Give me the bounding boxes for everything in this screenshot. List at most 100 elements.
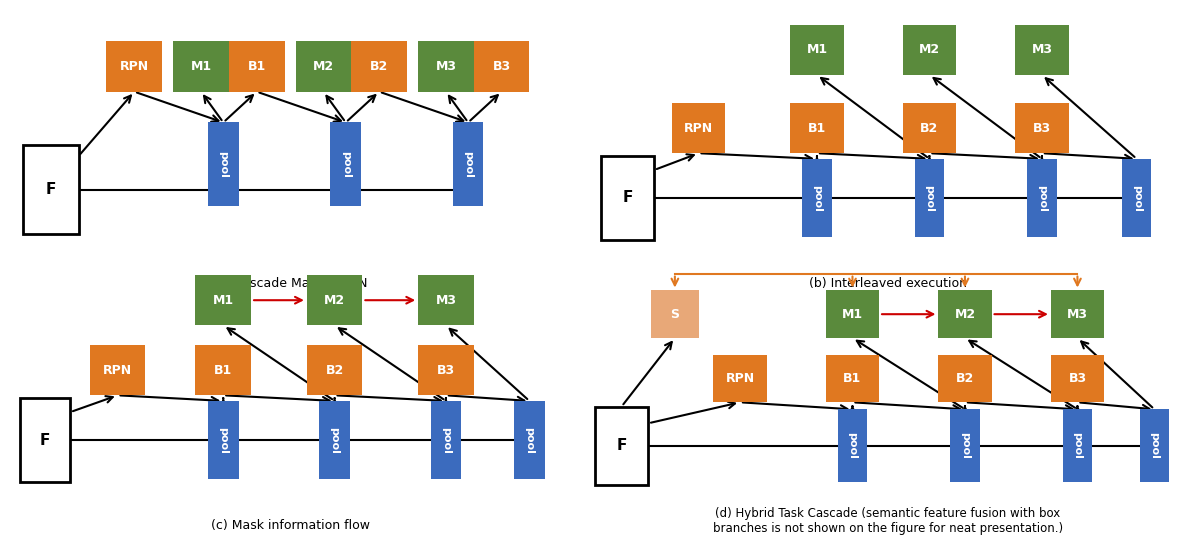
Text: M3: M3 <box>1031 43 1053 56</box>
FancyBboxPatch shape <box>1063 409 1093 482</box>
FancyBboxPatch shape <box>307 345 362 395</box>
FancyBboxPatch shape <box>1051 291 1103 338</box>
Text: B1: B1 <box>214 364 232 377</box>
FancyBboxPatch shape <box>431 401 462 479</box>
Text: pool: pool <box>440 427 451 454</box>
FancyBboxPatch shape <box>902 25 957 75</box>
FancyBboxPatch shape <box>915 159 945 237</box>
FancyBboxPatch shape <box>938 355 992 402</box>
FancyBboxPatch shape <box>826 355 879 402</box>
FancyBboxPatch shape <box>826 291 879 338</box>
FancyBboxPatch shape <box>474 41 529 91</box>
FancyBboxPatch shape <box>902 103 957 153</box>
Text: M2: M2 <box>313 60 334 73</box>
Text: M2: M2 <box>324 294 346 307</box>
Text: M1: M1 <box>213 294 234 307</box>
Text: B3: B3 <box>493 60 510 73</box>
FancyBboxPatch shape <box>601 156 654 240</box>
Text: B2: B2 <box>955 372 974 385</box>
Text: pool: pool <box>341 151 350 178</box>
Text: M3: M3 <box>436 60 456 73</box>
FancyBboxPatch shape <box>596 407 649 485</box>
FancyBboxPatch shape <box>514 401 545 479</box>
Text: pool: pool <box>218 151 229 178</box>
Text: F: F <box>617 438 626 453</box>
Text: (d) Hybrid Task Cascade (semantic feature fusion with box
branches is not shown : (d) Hybrid Task Cascade (semantic featur… <box>713 507 1063 535</box>
Text: pool: pool <box>463 151 474 178</box>
Text: B1: B1 <box>843 372 862 385</box>
Text: pool: pool <box>812 185 822 211</box>
FancyBboxPatch shape <box>1122 159 1152 237</box>
Text: pool: pool <box>1132 185 1141 211</box>
Text: RPN: RPN <box>726 372 754 385</box>
FancyBboxPatch shape <box>651 291 699 338</box>
FancyBboxPatch shape <box>1027 159 1057 237</box>
Text: pool: pool <box>218 427 229 454</box>
FancyBboxPatch shape <box>195 345 251 395</box>
Text: M1: M1 <box>191 60 212 73</box>
Text: B3: B3 <box>437 364 455 377</box>
Text: B2: B2 <box>369 60 388 73</box>
Text: RPN: RPN <box>120 60 149 73</box>
Text: B3: B3 <box>1032 122 1051 134</box>
FancyBboxPatch shape <box>803 159 831 237</box>
FancyBboxPatch shape <box>938 291 992 338</box>
Text: M3: M3 <box>1067 308 1088 321</box>
FancyBboxPatch shape <box>330 123 361 207</box>
FancyBboxPatch shape <box>791 25 843 75</box>
Text: M1: M1 <box>842 308 863 321</box>
Text: pool: pool <box>960 432 970 459</box>
Text: F: F <box>623 190 632 206</box>
FancyBboxPatch shape <box>296 41 352 91</box>
FancyBboxPatch shape <box>838 409 867 482</box>
FancyBboxPatch shape <box>307 275 362 325</box>
Text: F: F <box>40 433 51 448</box>
FancyBboxPatch shape <box>208 123 239 207</box>
Text: pool: pool <box>525 427 534 454</box>
Text: RPN: RPN <box>103 364 133 377</box>
Text: pool: pool <box>848 432 857 459</box>
Text: M3: M3 <box>436 294 456 307</box>
FancyBboxPatch shape <box>320 401 350 479</box>
FancyBboxPatch shape <box>1139 409 1169 482</box>
Text: B1: B1 <box>807 122 826 134</box>
FancyBboxPatch shape <box>791 103 843 153</box>
Text: RPN: RPN <box>684 122 713 134</box>
FancyBboxPatch shape <box>195 275 251 325</box>
FancyBboxPatch shape <box>418 345 474 395</box>
FancyBboxPatch shape <box>452 123 483 207</box>
Text: pool: pool <box>925 185 934 211</box>
Text: B2: B2 <box>920 122 939 134</box>
Text: (b) Interleaved execution: (b) Interleaved execution <box>809 277 967 291</box>
Text: S: S <box>670 308 680 321</box>
Text: (a) Cascade Mask R-CNN: (a) Cascade Mask R-CNN <box>212 277 368 291</box>
FancyBboxPatch shape <box>229 41 284 91</box>
FancyBboxPatch shape <box>22 145 78 235</box>
Text: F: F <box>46 182 56 197</box>
FancyBboxPatch shape <box>352 41 407 91</box>
Text: M2: M2 <box>919 43 940 56</box>
Text: pool: pool <box>1037 185 1047 211</box>
FancyBboxPatch shape <box>90 345 146 395</box>
Text: B1: B1 <box>247 60 266 73</box>
Text: pool: pool <box>1150 432 1159 459</box>
FancyBboxPatch shape <box>673 103 725 153</box>
FancyBboxPatch shape <box>1016 25 1068 75</box>
Text: pool: pool <box>329 427 340 454</box>
Text: M2: M2 <box>954 308 976 321</box>
Text: B2: B2 <box>326 364 343 377</box>
FancyBboxPatch shape <box>208 401 239 479</box>
Text: pool: pool <box>1073 432 1082 459</box>
Text: B3: B3 <box>1068 372 1087 385</box>
FancyBboxPatch shape <box>1051 355 1103 402</box>
FancyBboxPatch shape <box>107 41 162 91</box>
FancyBboxPatch shape <box>173 41 229 91</box>
Text: M1: M1 <box>806 43 828 56</box>
FancyBboxPatch shape <box>20 398 70 482</box>
FancyBboxPatch shape <box>950 409 980 482</box>
FancyBboxPatch shape <box>713 355 767 402</box>
FancyBboxPatch shape <box>1016 103 1068 153</box>
FancyBboxPatch shape <box>418 41 474 91</box>
FancyBboxPatch shape <box>418 275 474 325</box>
Text: (c) Mask information flow: (c) Mask information flow <box>211 519 369 533</box>
